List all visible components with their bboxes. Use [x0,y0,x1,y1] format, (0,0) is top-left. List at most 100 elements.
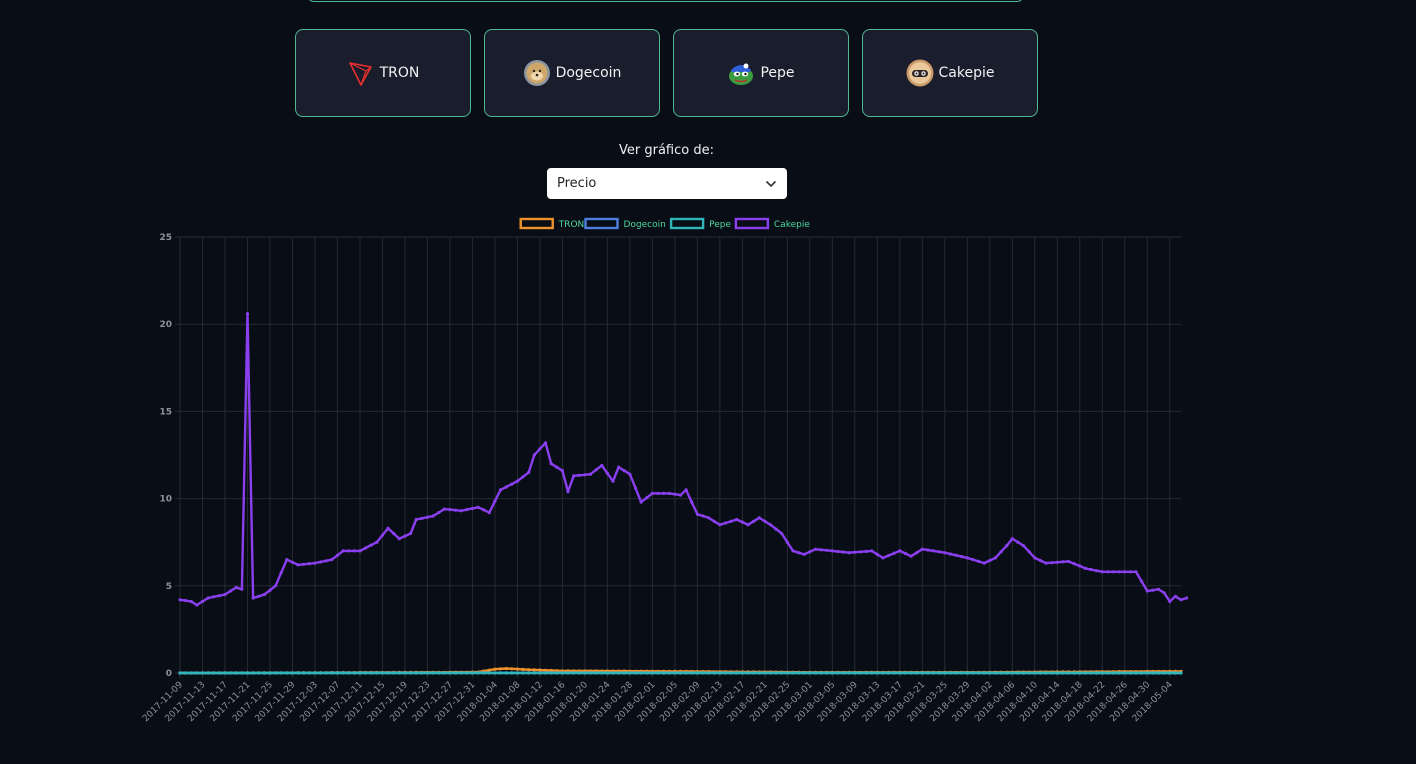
data-point-cakepie [825,548,829,552]
data-point-cakepie [611,479,615,483]
data-point-cakepie [650,491,655,495]
data-point-pepe [302,671,306,675]
data-point-cakepie [977,559,981,564]
data-point-pepe [943,671,947,675]
data-point-cakepie [1140,579,1144,584]
data-point-cakepie [965,556,969,560]
data-point-pepe [577,671,581,675]
data-point-cakepie [1010,537,1014,541]
data-point-tron [543,668,548,672]
data-point-cakepie [397,537,401,541]
data-point-pepe [364,671,368,675]
data-point-cakepie [600,463,604,468]
data-point-cakepie [251,596,255,600]
data-point-pepe [358,671,362,675]
data-point-cakepie [240,587,244,591]
legend-swatch-tron [519,217,554,230]
data-point-cakepie [572,474,576,478]
data-point-cakepie [1044,561,1048,565]
coin-card-dogecoin[interactable]: Dogecoin [484,29,660,117]
data-point-pepe [690,671,694,675]
data-point-pepe [459,671,463,675]
data-point-pepe [414,671,418,675]
data-point-cakepie [375,540,379,544]
data-point-pepe [555,671,559,675]
data-point-pepe [285,671,289,675]
data-point-cakepie [594,468,598,472]
data-point-pepe [1078,671,1082,675]
data-point-pepe [915,671,919,675]
data-point-cakepie [1083,566,1087,571]
data-point-pepe [1179,671,1183,675]
coin-card-tron[interactable]: TRON [295,29,471,117]
data-point-pepe [909,671,913,675]
data-point-pepe [1173,671,1177,675]
data-point-pepe [386,671,390,675]
data-point-cakepie [870,549,874,553]
legend-label-tron: TRON [558,220,585,230]
data-point-cakepie [1123,570,1127,574]
data-point-pepe [335,671,340,675]
data-point-tron [532,668,536,672]
data-point-cakepie [577,473,581,477]
pepe-icon [727,59,755,87]
data-point-pepe [324,671,328,675]
data-point-pepe [200,671,205,675]
data-point-pepe [1038,671,1042,675]
data-point-pepe [1140,671,1144,675]
data-point-pepe [195,671,199,675]
data-point-pepe [543,671,548,675]
data-point-cakepie [842,550,846,554]
data-point-cakepie [274,584,278,588]
data-point-tron [515,667,520,671]
data-point-pepe [1050,671,1054,675]
data-point-cakepie [1066,559,1071,564]
data-point-pepe [538,671,542,675]
data-point-cakepie [189,599,193,604]
data-point-pepe [1033,671,1037,675]
data-point-tron [493,667,497,671]
data-point-pepe [757,671,761,675]
data-point-cakepie [943,551,947,555]
data-point-pepe [830,671,834,675]
data-point-pepe [971,671,975,675]
data-point-pepe [808,671,812,675]
data-point-cakepie [234,585,238,590]
data-point-pepe [521,671,525,675]
y-tick-label: 15 [159,407,172,417]
data-point-pepe [780,671,784,675]
data-point-pepe [993,671,998,675]
data-point-pepe [802,671,806,675]
data-point-pepe [858,671,863,675]
data-point-cakepie [1027,550,1031,554]
data-point-cakepie [808,550,812,554]
data-point-pepe [617,671,621,675]
data-point-cakepie [864,549,868,554]
data-point-pepe [476,671,480,675]
data-point-pepe [881,671,885,675]
data-point-pepe [1168,671,1172,675]
data-point-pepe [493,671,497,675]
data-point-pepe [240,671,244,675]
data-point-cakepie [386,526,390,530]
data-point-pepe [965,671,969,675]
chart-type-select[interactable]: Precio [547,168,787,199]
data-point-cakepie [909,554,913,558]
data-point-cakepie [527,470,531,474]
legend-swatch-pepe [669,217,705,230]
data-point-pepe [684,671,688,675]
data-point-pepe [420,671,424,675]
data-point-cakepie [476,505,480,509]
data-point-cakepie [195,603,199,607]
coin-card-pepe[interactable]: Pepe [673,29,849,117]
coin-card-cakepie[interactable]: Cakepie [862,29,1038,117]
data-point-pepe [425,671,429,675]
data-point-cakepie [881,556,885,560]
data-point-cakepie [403,534,407,538]
data-point-pepe [465,671,469,675]
legend-label-cakepie: Cakepie [774,220,810,230]
data-point-cakepie [420,516,424,521]
data-point-pepe [262,671,266,675]
data-point-pepe [1106,671,1110,675]
data-point-cakepie [1162,591,1166,595]
